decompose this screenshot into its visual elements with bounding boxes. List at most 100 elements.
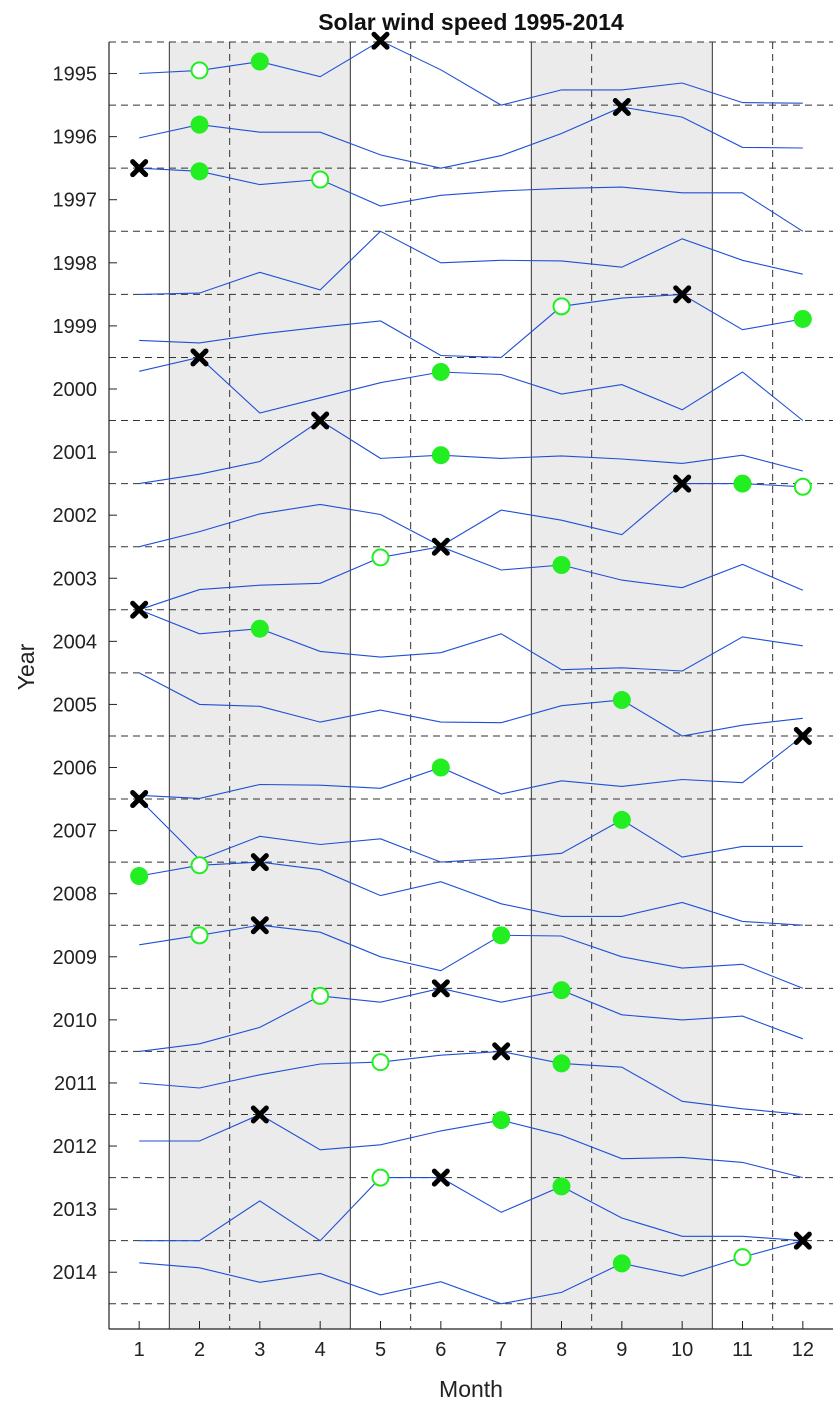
x-tick-label-2: 2 xyxy=(194,1339,205,1361)
max-marker-1995 xyxy=(371,31,390,50)
series-line-2010 xyxy=(139,987,803,1052)
max-marker-2001 xyxy=(311,411,330,430)
series-line-2011 xyxy=(139,1050,803,1116)
max-marker-stroke-b xyxy=(673,474,692,493)
max-marker-1999 xyxy=(673,285,692,304)
marker-open-2013-m5 xyxy=(371,1168,390,1187)
marker-open-2014-m11 xyxy=(733,1248,752,1267)
x-tick-label-4: 4 xyxy=(315,1339,326,1361)
x-tick-label-11: 11 xyxy=(732,1339,753,1361)
series-markers xyxy=(130,31,812,1273)
y-tick-label-1999: 1999 xyxy=(53,316,98,338)
marker-open-2010-m4 xyxy=(311,986,330,1005)
max-marker-2012 xyxy=(250,1105,269,1124)
marker-filled-2004-m3 xyxy=(250,619,269,638)
x-tick-label-9: 9 xyxy=(616,1339,627,1361)
x-tick-label-12: 12 xyxy=(792,1339,814,1361)
marker-filled-2005-m9 xyxy=(612,691,631,710)
marker-filled-1995-m3 xyxy=(250,52,269,71)
marker-filled-2001-m6 xyxy=(431,446,450,465)
x-tick-label-6: 6 xyxy=(435,1339,446,1361)
marker-open-2003-m5 xyxy=(371,548,390,567)
y-tick-label-1996: 1996 xyxy=(53,127,98,149)
y-tick-label-2008: 2008 xyxy=(53,884,98,906)
y-tick-label-2005: 2005 xyxy=(53,694,98,716)
marker-open-1999-m8 xyxy=(552,297,571,316)
marker-filled-2008-m1 xyxy=(130,867,149,886)
y-tick-label-1998: 1998 xyxy=(53,253,98,275)
series-line-1998 xyxy=(139,230,803,295)
marker-filled-2000-m6 xyxy=(431,362,450,381)
series-lines xyxy=(138,40,804,1305)
series-line-1995 xyxy=(139,40,803,106)
max-marker-stroke-b xyxy=(612,97,631,116)
series-line-2006 xyxy=(139,735,804,799)
y-tick-label-2002: 2002 xyxy=(53,505,98,527)
y-tick-label-2009: 2009 xyxy=(53,947,98,969)
max-marker-stroke-b xyxy=(130,159,149,178)
marker-open-2011-m5 xyxy=(371,1053,390,1072)
max-marker-stroke-b xyxy=(311,411,330,430)
x-axis-label: Month xyxy=(439,1376,503,1402)
marker-filled-2002-m11 xyxy=(733,474,752,493)
max-marker-stroke-b xyxy=(673,285,692,304)
shaded-span-2 xyxy=(531,42,713,1329)
max-marker-2009 xyxy=(250,916,269,935)
max-marker-2014 xyxy=(793,1231,812,1250)
series-line-2004 xyxy=(138,609,803,672)
max-marker-stroke-b xyxy=(250,916,269,935)
max-marker-stroke-b xyxy=(130,600,149,619)
x-tick-label-1: 1 xyxy=(134,1339,145,1361)
series-line-2001 xyxy=(139,419,803,485)
x-tick-labels: 1 2 3 4 5 6 7 8 9 10 11 12 xyxy=(134,1339,814,1361)
y-tick-label-2001: 2001 xyxy=(53,442,98,464)
x-tick-label-7: 7 xyxy=(496,1339,507,1361)
series-line-2007 xyxy=(138,798,803,863)
max-marker-1996 xyxy=(612,97,631,116)
y-tick-label-1997: 1997 xyxy=(53,190,98,212)
marker-filled-1997-m2 xyxy=(190,162,209,181)
y-tick-label-2003: 2003 xyxy=(53,568,98,590)
series-line-2008 xyxy=(139,861,803,926)
marker-filled-2009-m7 xyxy=(492,926,511,945)
max-marker-stroke-b xyxy=(250,1105,269,1124)
year-boundary-lines xyxy=(109,41,833,1305)
max-marker-2013 xyxy=(431,1168,450,1187)
chart-title: Solar wind speed 1995-2014 xyxy=(318,9,624,35)
marker-filled-2003-m8 xyxy=(552,556,571,575)
y-tick-label-2006: 2006 xyxy=(53,758,98,780)
y-tick-label-2013: 2013 xyxy=(53,1199,98,1221)
max-marker-2002 xyxy=(673,474,692,493)
marker-filled-2011-m8 xyxy=(552,1054,571,1073)
marker-open-1995-m2 xyxy=(190,61,209,80)
marker-open-1997-m4 xyxy=(311,170,330,189)
max-marker-2003 xyxy=(431,537,450,556)
max-marker-stroke-b xyxy=(371,31,390,50)
y-axis-label: Year xyxy=(13,643,39,690)
shaded-span-1 xyxy=(169,42,351,1329)
marker-filled-1999-m12 xyxy=(793,309,812,328)
max-marker-2008 xyxy=(250,853,269,872)
max-marker-stroke-b xyxy=(793,1231,812,1250)
y-tick-label-1995: 1995 xyxy=(53,64,98,86)
marker-filled-1996-m2 xyxy=(190,115,209,134)
series-line-2003 xyxy=(139,546,804,611)
max-marker-stroke-b xyxy=(431,537,450,556)
series-line-1997 xyxy=(139,167,804,232)
marker-filled-2010-m8 xyxy=(552,981,571,1000)
max-marker-2011 xyxy=(492,1042,511,1061)
max-marker-stroke-b xyxy=(793,726,812,745)
series-line-2002 xyxy=(139,483,803,548)
series-line-2000 xyxy=(139,356,804,421)
shaded-month-spans xyxy=(169,42,713,1329)
x-tick-label-10: 10 xyxy=(671,1339,693,1361)
marker-open-2008-m2 xyxy=(190,856,209,875)
series-line-1996 xyxy=(139,106,803,169)
max-marker-stroke-b xyxy=(492,1042,511,1061)
max-marker-stroke-b xyxy=(431,979,450,998)
max-marker-stroke-b xyxy=(431,1168,450,1187)
marker-open-2009-m2 xyxy=(190,926,209,945)
max-marker-stroke-b xyxy=(190,348,209,367)
marker-open-2002-m12 xyxy=(793,477,812,496)
